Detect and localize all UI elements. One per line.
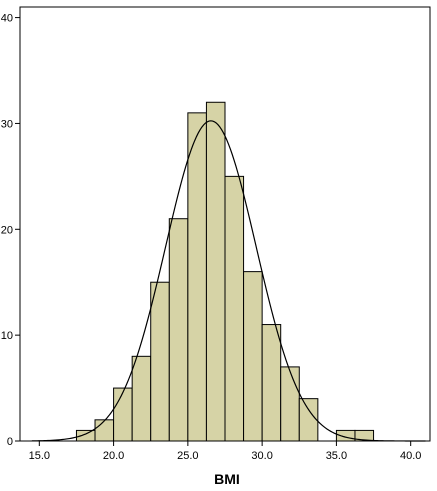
y-tick-label: 0	[7, 436, 13, 448]
histogram-bar	[187, 112, 207, 442]
histogram-bar	[131, 355, 152, 442]
x-axis: 15.0 20.0 25.0 30.0 35.0 40.0	[29, 441, 421, 462]
histogram-bar	[113, 387, 133, 442]
x-tick-label: 30.0	[251, 450, 272, 462]
histogram-bar	[150, 281, 170, 442]
histogram-bars	[75, 101, 375, 442]
y-tick-label: 10	[1, 330, 13, 342]
histogram-bar	[298, 398, 319, 442]
x-axis-title: BMI	[214, 471, 240, 487]
x-tick-label: 40.0	[400, 450, 421, 462]
histogram-bar	[243, 271, 263, 442]
y-axis: 0 10 20 30 40	[1, 13, 20, 448]
x-tick-label: 25.0	[177, 450, 198, 462]
y-tick-label: 30	[1, 118, 13, 130]
histogram-bar	[205, 101, 226, 442]
x-tick-label: 15.0	[29, 450, 50, 462]
histogram-bar	[224, 175, 245, 442]
histogram-bar	[168, 218, 189, 442]
x-tick-label: 20.0	[103, 450, 124, 462]
y-tick-label: 20	[1, 224, 13, 236]
histogram-bar	[261, 324, 282, 442]
histogram-bar	[94, 419, 115, 442]
normal-curve	[31, 120, 426, 442]
x-tick-label: 35.0	[326, 450, 347, 462]
y-tick-label: 40	[1, 13, 13, 25]
histogram-bar	[280, 366, 300, 442]
histogram-bar	[354, 429, 375, 442]
